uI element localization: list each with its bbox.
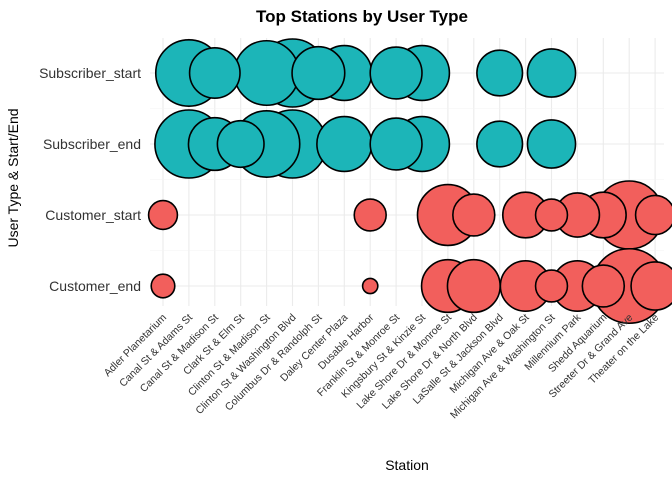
y-tick-label-customer-end: Customer_end — [49, 278, 141, 294]
y-axis-title: User Type & Start/End — [5, 108, 21, 247]
bubble-subscriber-start-michigan-ave-washington-st — [526, 48, 577, 98]
bubble-customer-start-dusable-harbor — [353, 198, 387, 232]
bubble-subscriber-start-clinton-st-madison-st — [233, 39, 300, 107]
bubble-subscriber-end-michigan-ave-washington-st — [526, 119, 577, 169]
bubble-subscriber-start-canal-st-madison-st — [188, 46, 241, 100]
bubble-customer-end-theater-on-the-lake — [630, 261, 672, 311]
y-tick-label-subscriber-start: Subscriber_start — [39, 65, 141, 81]
bubble-customer-start-lake-shore-dr-north-blvd — [452, 193, 496, 237]
bubble-customer-end-lake-shore-dr-north-blvd — [446, 258, 501, 314]
bubble-subscriber-start-columbus-dr-randolph-st — [291, 45, 346, 101]
bubble-customer-end-dusable-harbor — [361, 277, 379, 295]
x-axis-title: Station — [385, 457, 429, 473]
bubble-subscriber-end-franklin-st-monroe-st — [369, 117, 423, 171]
chart-title: Top Stations by User Type — [256, 7, 468, 26]
bubble-subscriber-start-franklin-st-monroe-st — [369, 46, 423, 100]
y-tick-labels: Subscriber_start Subscriber_end Customer_s… — [39, 65, 141, 294]
bubble-subscriber-end-clark-st-elm-st — [216, 119, 265, 169]
bubble-customer-end-shedd-aquarium — [581, 264, 626, 308]
bubbles — [147, 38, 672, 325]
y-tick-label-customer-start: Customer_start — [45, 207, 141, 223]
bubble-customer-start-theater-on-the-lake — [634, 194, 672, 236]
bubble-customer-start-michigan-ave-washington-st — [534, 198, 569, 232]
bubble-customer-start-adler-planetarium — [147, 199, 179, 231]
bubble-subscriber-start-lasalle-st-jackson-blvd — [476, 49, 524, 97]
bubble-subscriber-end-daley-center-plaza — [316, 115, 373, 173]
bubble-subscriber-end-lasalle-st-jackson-blvd — [476, 120, 524, 168]
bubble-customer-end-adler-planetarium — [150, 273, 176, 299]
y-tick-label-subscriber-end: Subscriber_end — [43, 136, 141, 152]
bubble-customer-end-michigan-ave-washington-st — [534, 269, 569, 303]
